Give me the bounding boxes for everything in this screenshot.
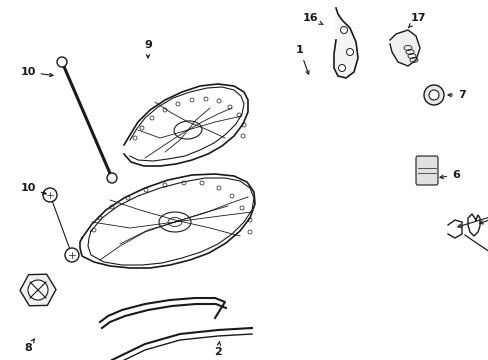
Circle shape <box>346 49 353 55</box>
Circle shape <box>57 57 67 67</box>
Circle shape <box>428 90 438 100</box>
Text: 10: 10 <box>20 183 46 194</box>
Text: 5: 5 <box>0 359 1 360</box>
Text: 10: 10 <box>20 67 53 77</box>
Text: 12: 12 <box>0 359 1 360</box>
Circle shape <box>43 188 57 202</box>
Text: 14: 14 <box>0 359 1 360</box>
Text: 4: 4 <box>0 359 1 360</box>
Text: 1: 1 <box>296 45 308 74</box>
Text: 21: 21 <box>0 359 1 360</box>
Text: 8: 8 <box>24 339 34 353</box>
Text: 20: 20 <box>457 195 488 228</box>
Polygon shape <box>389 30 419 66</box>
Circle shape <box>423 85 443 105</box>
Text: 9: 9 <box>144 40 152 58</box>
Polygon shape <box>333 8 357 78</box>
FancyBboxPatch shape <box>415 156 437 185</box>
Circle shape <box>107 173 117 183</box>
Circle shape <box>338 64 345 72</box>
Text: 2: 2 <box>214 341 222 357</box>
Text: 17: 17 <box>407 13 425 28</box>
Text: 13: 13 <box>0 359 1 360</box>
Text: 18: 18 <box>0 359 1 360</box>
Text: 6: 6 <box>439 170 459 180</box>
Circle shape <box>65 248 79 262</box>
Text: 7: 7 <box>447 90 465 100</box>
Text: 3: 3 <box>479 207 488 224</box>
Text: 19: 19 <box>0 359 1 360</box>
Circle shape <box>28 280 48 300</box>
Text: 11: 11 <box>0 359 1 360</box>
Text: 15: 15 <box>0 359 1 360</box>
Text: 22: 22 <box>0 359 1 360</box>
Text: 16: 16 <box>302 13 323 24</box>
Circle shape <box>340 27 347 33</box>
